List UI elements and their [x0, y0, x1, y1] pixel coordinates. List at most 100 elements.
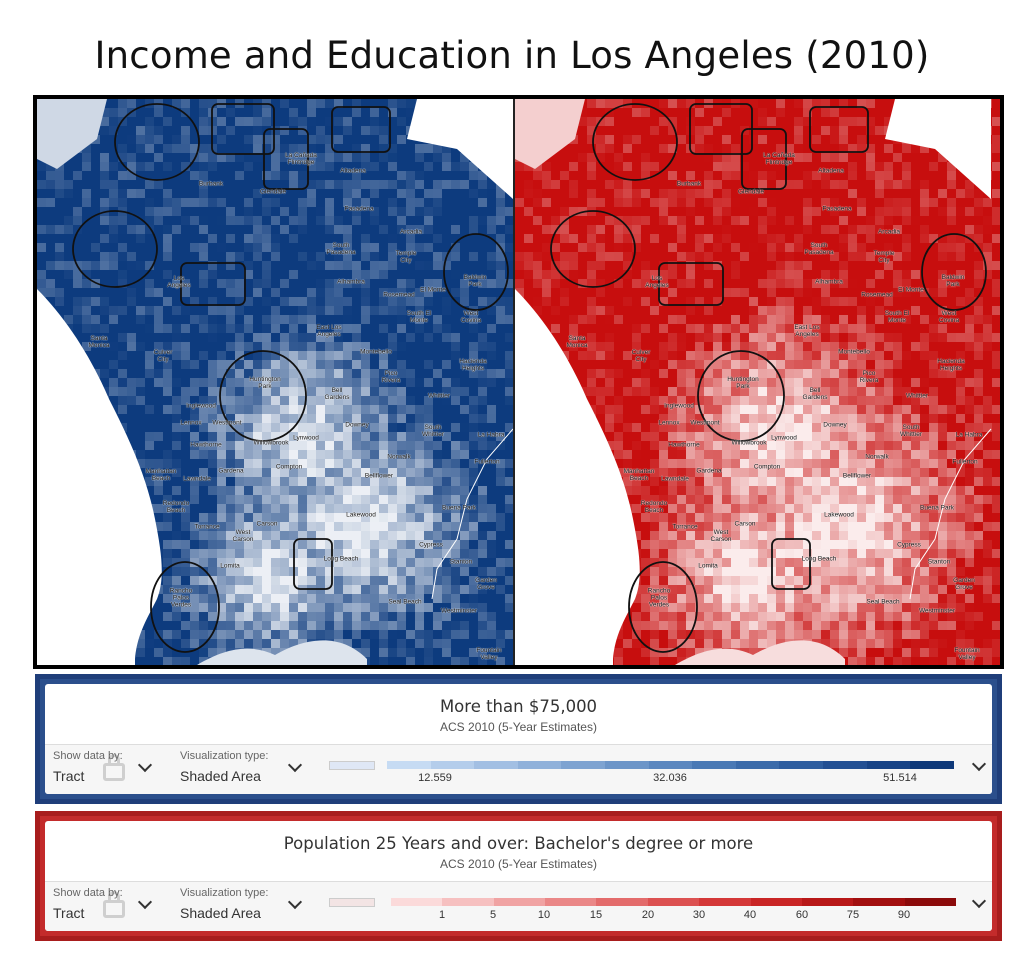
highlight-box — [741, 128, 787, 190]
income-legend-title: More than $75,000 — [439, 697, 598, 716]
ramp-swatch — [904, 898, 956, 906]
education-legend-subtitle: ACS 2010 (5-Year Estimates) — [440, 857, 597, 871]
ramp-swatch — [493, 898, 546, 906]
highlight-box — [771, 538, 811, 590]
legend-tick-label: 1 — [438, 909, 446, 921]
map-divider — [513, 99, 515, 665]
legend-separator — [45, 881, 992, 882]
legend-tick-label: 32.036 — [653, 772, 687, 784]
highlight-circle — [443, 233, 509, 311]
education-legend-card: Population 25 Years and over: Bachelor's… — [45, 821, 992, 931]
valley-no-data-area — [37, 99, 107, 169]
education-legend-title: Population 25 Years and over: Bachelor's… — [283, 834, 754, 853]
show-data-by-select[interactable]: Show data by: Tract — [53, 750, 123, 784]
show-data-by-value: Tract — [53, 905, 85, 921]
highlight-circle — [219, 350, 307, 442]
ramp-swatch — [430, 761, 475, 769]
valley-no-data-area — [515, 99, 585, 169]
show-data-by-label: Show data by: — [53, 887, 123, 899]
ramp-swatch — [866, 761, 911, 769]
visualization-type-select[interactable]: Visualization type: Shaded Area — [180, 750, 268, 784]
highlight-circle — [592, 103, 678, 181]
county-boundary — [431, 428, 513, 600]
map-comparison-frame: La Cañada Flintridge Altadena Burbank Glenda… — [33, 95, 1004, 669]
no-data-swatch — [329, 898, 375, 907]
inc-map-canvas — [37, 99, 513, 665]
ocean-area — [37, 289, 162, 665]
visualization-type-value: Shaded Area — [180, 905, 261, 921]
education-legend-panel: Population 25 Years and over: Bachelor's… — [35, 811, 1002, 941]
ramp-swatch — [391, 898, 443, 906]
highlight-circle — [150, 561, 220, 653]
ramp-swatch — [853, 898, 905, 906]
mountain-no-data-area — [407, 99, 513, 199]
ramp-swatch — [801, 898, 854, 906]
ramp-swatch — [823, 761, 867, 769]
highlight-circle — [921, 233, 987, 311]
ramp-swatch — [735, 761, 780, 769]
visualization-type-value: Shaded Area — [180, 768, 261, 784]
expand-legend-icon[interactable] — [971, 893, 987, 909]
ramp-swatch — [699, 898, 751, 906]
legend-tick-label: 75 — [846, 909, 860, 921]
highlight-circle — [697, 350, 785, 442]
legend-separator — [45, 744, 992, 745]
income-legend-panel: More than $75,000 ACS 2010 (5-Year Estim… — [35, 674, 1002, 804]
ramp-swatch — [910, 761, 954, 769]
legend-tick-label: 40 — [743, 909, 757, 921]
income-legend-card: More than $75,000 ACS 2010 (5-Year Estim… — [45, 684, 992, 794]
legend-tick-label: 51.514 — [883, 772, 917, 784]
legend-tick-label: 90 — [897, 909, 911, 921]
legend-tick-label: 12.559 — [418, 772, 452, 784]
county-boundary — [909, 428, 992, 600]
expand-legend-icon[interactable] — [971, 756, 987, 772]
mountain-no-data-area — [885, 99, 991, 199]
highlight-box — [809, 106, 869, 153]
legend-tick-label: 10 — [537, 909, 551, 921]
lock-icon — [103, 754, 125, 781]
lock-icon — [103, 891, 125, 918]
page-title: Income and Education in Los Angeles (201… — [94, 34, 930, 77]
ramp-swatch — [692, 761, 736, 769]
education-legend-controls: Show data by: Tract Visualization type: … — [45, 882, 992, 931]
highlight-box — [658, 262, 724, 306]
highlight-circle — [628, 561, 698, 653]
income-map[interactable]: La Cañada Flintridge Altadena Burbank Glenda… — [37, 99, 513, 665]
legend-tick-label: 15 — [589, 909, 603, 921]
ramp-swatch — [648, 761, 693, 769]
legend-tick-label: 20 — [641, 909, 655, 921]
highlight-circle — [550, 210, 636, 288]
ramp-swatch — [596, 898, 648, 906]
highlight-circle — [114, 103, 200, 181]
visualization-type-select[interactable]: Visualization type: Shaded Area — [180, 887, 268, 921]
legend-tick-label: 5 — [489, 909, 497, 921]
ramp-swatch — [442, 898, 494, 906]
highlight-box — [263, 128, 309, 190]
ocean-area — [515, 289, 640, 665]
highlight-circle — [72, 210, 158, 288]
legend-tick-label: 60 — [795, 909, 809, 921]
legend-tick-label: 30 — [692, 909, 706, 921]
no-data-swatch — [329, 761, 375, 770]
chevron-down-icon[interactable] — [287, 757, 303, 773]
income-legend-controls: Show data by: Tract Visualization type: … — [45, 745, 992, 794]
ramp-swatch — [750, 898, 802, 906]
ramp-swatch — [517, 761, 562, 769]
ramp-swatch — [474, 761, 518, 769]
ramp-swatch — [561, 761, 606, 769]
show-data-by-label: Show data by: — [53, 750, 123, 762]
ramp-swatch — [779, 761, 824, 769]
highlight-box — [293, 538, 333, 590]
visualization-type-label: Visualization type: — [180, 750, 269, 762]
chevron-down-icon[interactable] — [287, 894, 303, 910]
harbor-area — [675, 640, 845, 665]
show-data-by-value: Tract — [53, 768, 85, 784]
ramp-swatch — [387, 761, 431, 769]
visualization-type-label: Visualization type: — [180, 887, 269, 899]
chevron-down-icon[interactable] — [137, 757, 153, 773]
ramp-swatch — [545, 898, 597, 906]
harbor-area — [197, 640, 367, 665]
chevron-down-icon[interactable] — [137, 894, 153, 910]
education-map[interactable]: La Cañada Flintridge Altadena Burbank Glenda… — [515, 99, 1000, 665]
show-data-by-select[interactable]: Show data by: Tract — [53, 887, 123, 921]
